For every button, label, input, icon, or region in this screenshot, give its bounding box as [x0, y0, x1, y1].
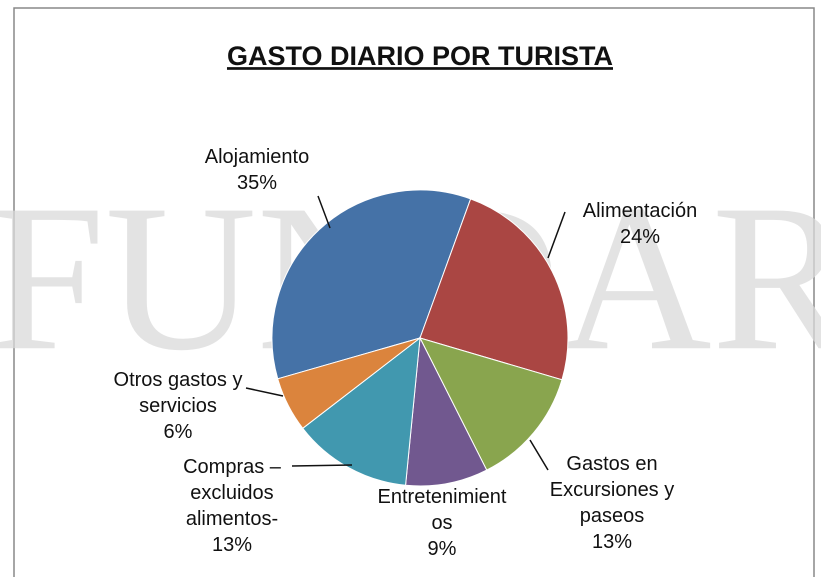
chart-title: GASTO DIARIO POR TURISTA	[227, 41, 613, 71]
leader-line	[547, 211, 566, 259]
value-label: 13%	[591, 531, 633, 553]
pie-slice	[419, 198, 569, 381]
pie-slice	[302, 336, 421, 486]
data-label: Otros gastos y servicios 6%	[103, 367, 253, 445]
value-label: 13%	[211, 534, 253, 556]
leader-line	[291, 464, 353, 467]
pie-slice	[405, 336, 488, 487]
data-label: Alojamiento 35%	[177, 144, 337, 196]
data-label: Compras – excluidos alimentos- 13%	[167, 454, 297, 558]
pie-slice	[419, 337, 563, 471]
pie	[245, 189, 569, 487]
pie-slice	[271, 189, 472, 380]
value-label: 24%	[619, 226, 661, 248]
value-label: 6%	[163, 421, 193, 443]
category-label: Compras – excluidos alimentos-	[183, 456, 281, 530]
value-label: 9%	[427, 538, 457, 560]
value-label: 35%	[236, 172, 278, 194]
data-label: Entretenimientos 9%	[377, 484, 507, 562]
category-label: Entretenimientos	[377, 486, 507, 534]
leader-line	[317, 195, 331, 229]
pie-slice	[277, 337, 421, 430]
leader-line	[529, 439, 549, 471]
leader-line	[245, 387, 284, 397]
category-label: Alojamiento	[204, 146, 310, 168]
category-label: Gastos en Excursiones y paseos	[549, 453, 675, 527]
category-label: Otros gastos y servicios	[113, 369, 243, 417]
category-label: Alimentación	[582, 200, 698, 222]
data-label: Alimentación 24%	[555, 198, 725, 250]
frame	[13, 7, 815, 577]
data-label: Gastos en Excursiones y paseos 13%	[532, 451, 692, 555]
